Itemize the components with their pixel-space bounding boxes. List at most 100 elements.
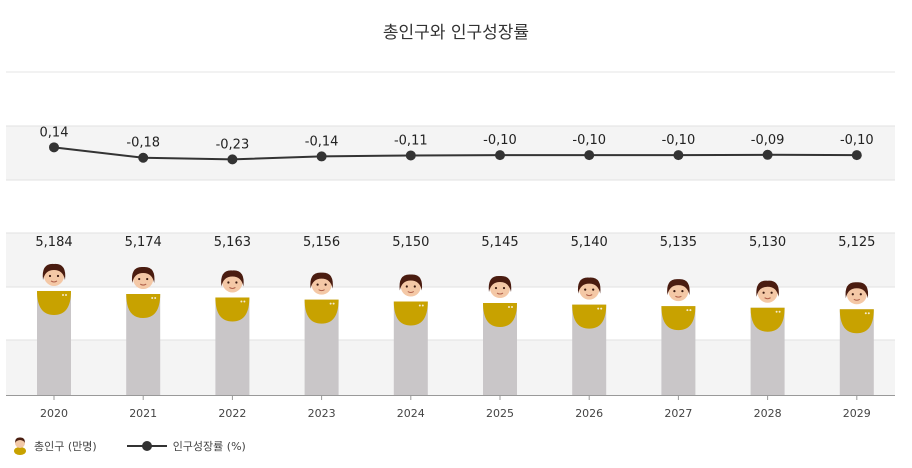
- bar-2022: [215, 270, 250, 395]
- torso-dot: [154, 297, 157, 300]
- x-tick-label-2027: 2027: [664, 407, 692, 420]
- growth-point-2026[interactable]: [584, 150, 595, 161]
- x-tick-label-2029: 2029: [843, 407, 871, 420]
- growth-point-2020[interactable]: [49, 142, 59, 153]
- person-hair: [845, 282, 869, 299]
- person-torso: [126, 294, 161, 319]
- torso-dot: [689, 309, 692, 312]
- chart-title: 총인구와 인구성장률: [382, 23, 530, 43]
- growth-point-2025[interactable]: [495, 150, 505, 161]
- person-mouth: [229, 287, 236, 289]
- bar-2029: [839, 282, 874, 395]
- person-torso: [661, 306, 696, 331]
- torso-dot: [243, 300, 246, 303]
- person-hair: [667, 279, 690, 296]
- person-mouth: [764, 297, 771, 300]
- bar-2021: [126, 267, 161, 395]
- growth-point-2021[interactable]: [138, 152, 149, 163]
- person-torso: [839, 309, 874, 334]
- growth-point-2029[interactable]: [851, 150, 862, 161]
- bar-2024: [393, 274, 428, 395]
- growth-value-label-2020: 0,14: [40, 125, 69, 140]
- person-eye: [502, 286, 506, 290]
- growth-value-label-2025: -0,10: [483, 133, 517, 148]
- bar-2025: [483, 275, 517, 395]
- torso-dot: [600, 307, 603, 310]
- person-eye: [56, 274, 60, 278]
- person-eye: [146, 277, 149, 281]
- growth-point-2022[interactable]: [227, 154, 238, 165]
- person-icon: [14, 437, 26, 455]
- person-eye: [494, 286, 498, 290]
- person-eye: [681, 290, 684, 293]
- person-torso: [304, 299, 339, 324]
- torso-dot: [65, 293, 67, 296]
- legend-item-population: 총인구 (만명): [12, 437, 97, 455]
- person-eye: [324, 283, 327, 286]
- growth-value-label-2021: -0,18: [126, 136, 160, 151]
- growth-value-label-2023: -0,14: [305, 134, 339, 149]
- torso-dot: [240, 300, 243, 303]
- bar-2027: [661, 279, 696, 395]
- person-eye: [859, 293, 862, 296]
- bar-value-label-2021: 5,174: [125, 235, 162, 250]
- person-hair: [221, 270, 244, 287]
- person-hair: [756, 280, 779, 297]
- person-mouth: [853, 298, 861, 301]
- torso-dot: [508, 306, 510, 309]
- torso-dot: [418, 304, 421, 307]
- person-hair: [310, 272, 333, 289]
- person-eye: [316, 283, 319, 286]
- growth-value-label-2026: -0,10: [572, 133, 606, 148]
- bar-2023: [304, 272, 339, 395]
- x-tick-label-2021: 2021: [129, 407, 157, 420]
- torso-dot: [332, 302, 335, 305]
- growth-point-2024[interactable]: [405, 150, 416, 161]
- legend-label-growth: 인구성장률 (%): [172, 440, 246, 453]
- person-eye: [770, 291, 773, 294]
- person-eye: [673, 290, 676, 293]
- torso-dot: [151, 297, 154, 300]
- person-eye: [138, 277, 141, 281]
- torso-dot: [867, 312, 870, 315]
- legend-label-population: 총인구 (만명): [34, 440, 97, 453]
- person-mouth: [496, 292, 504, 295]
- bar-value-label-2020: 5,184: [35, 235, 72, 250]
- person-torso: [750, 307, 785, 332]
- torso-dot: [775, 310, 778, 313]
- growth-rate-line: [53, 146, 857, 161]
- person-eye: [584, 288, 587, 291]
- growth-value-label-2024: -0,11: [394, 133, 428, 148]
- person-torso: [572, 304, 607, 329]
- growth-value-label-2022: -0,23: [216, 137, 250, 152]
- person-hair: [577, 277, 601, 294]
- person-mouth: [675, 295, 682, 298]
- torso-dot: [62, 293, 64, 296]
- x-tick-label-2025: 2025: [486, 407, 514, 420]
- x-tick-label-2024: 2024: [397, 407, 425, 420]
- torso-dot: [421, 304, 424, 307]
- bar-value-label-2028: 5,130: [749, 235, 786, 250]
- torso-dot: [686, 309, 689, 312]
- person-hair: [488, 275, 512, 293]
- bar-value-label-2027: 5,135: [660, 235, 697, 250]
- person-torso: [393, 301, 428, 326]
- bar-2026: [572, 277, 607, 395]
- growth-point-2027[interactable]: [673, 150, 684, 161]
- person-eye: [851, 293, 854, 296]
- person-hair: [399, 274, 423, 291]
- line-marker-icon: [126, 441, 167, 451]
- torso-dot: [778, 310, 781, 313]
- person-hair: [131, 267, 155, 284]
- person-eye: [413, 285, 416, 288]
- person-mouth: [407, 291, 415, 293]
- grid-band: [6, 126, 895, 180]
- bar-value-label-2026: 5,140: [571, 235, 608, 250]
- growth-point-2023[interactable]: [316, 151, 327, 162]
- person-eye: [405, 285, 408, 288]
- person-mouth: [139, 283, 147, 286]
- bar-value-label-2022: 5,163: [214, 235, 251, 250]
- growth-point-2028[interactable]: [762, 149, 773, 160]
- x-tick-label-2026: 2026: [575, 407, 603, 420]
- person-torso: [483, 303, 517, 328]
